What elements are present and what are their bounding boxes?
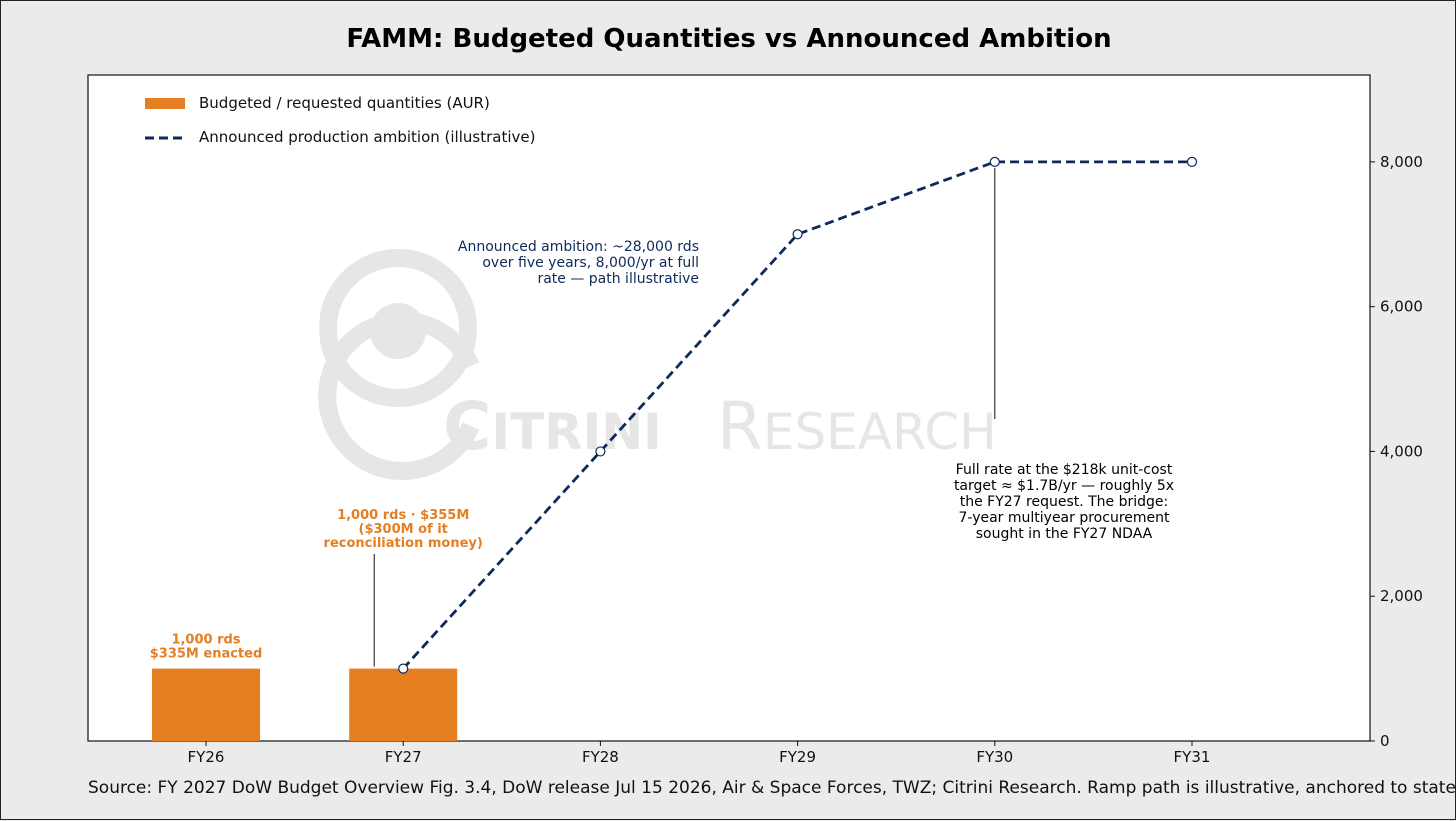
legend-bar-swatch [145, 98, 185, 109]
plot-area [87, 74, 1371, 742]
svg-text:CITRINI: CITRINI [443, 388, 662, 465]
line-series [398, 156, 1198, 674]
bar-fy26 [152, 668, 260, 741]
x-tick-label: FY29 [779, 748, 816, 766]
bar-series [152, 668, 458, 741]
annotations: 1,000 rds $335M enacted 1,000 rds · $355M(… [150, 167, 1174, 667]
legend: Budgeted / requested quantities (AUR) An… [145, 94, 535, 146]
source-note: Source: FY 2027 DoW Budget Overview Fig.… [88, 778, 1456, 798]
y-tick-label: 2,000 [1380, 587, 1423, 605]
y-tick-label: 4,000 [1380, 442, 1423, 460]
x-tick-label: FY31 [1174, 748, 1211, 766]
bar-fy27 [349, 668, 458, 741]
y-tick-label: 8,000 [1380, 153, 1423, 171]
annotation-fy26: 1,000 rds $335M enacted [150, 633, 263, 662]
ambition-point-fy27 [398, 663, 409, 674]
y-axis: 0 2,000 4,000 6,000 8,000 [1370, 153, 1423, 750]
y-tick-label: 0 [1380, 732, 1390, 750]
x-tick-label: FY26 [188, 748, 225, 766]
x-axis: FY26 FY27 FY28 FY29 FY30 FY31 [188, 741, 1211, 766]
ambition-point-fy29 [792, 229, 803, 240]
legend-bar-label: Budgeted / requested quantities (AUR) [199, 94, 490, 112]
x-tick-label: FY30 [976, 748, 1013, 766]
annotation-fy27: 1,000 rds · $355M ($300M of it reconciliat… [324, 508, 483, 551]
ambition-point-fy31 [1186, 156, 1198, 167]
annotation-ambition: Announced ambition: ~28,000 rds over five… [458, 239, 699, 287]
ambition-line [402, 160, 1192, 670]
legend-line-label: Announced production ambition (illustrat… [199, 128, 535, 146]
x-tick-label: FY27 [385, 748, 422, 766]
chart-title: FAMM: Budgeted Quantities vs Announced A… [346, 24, 1111, 54]
ambition-point-fy30 [989, 156, 1000, 167]
y-tick-label: 6,000 [1380, 298, 1423, 316]
ambition-point-fy28 [595, 446, 606, 457]
annotation-full-rate: Full rate at the $218k unit-cost target ≈… [954, 462, 1174, 542]
x-tick-label: FY28 [582, 748, 619, 766]
